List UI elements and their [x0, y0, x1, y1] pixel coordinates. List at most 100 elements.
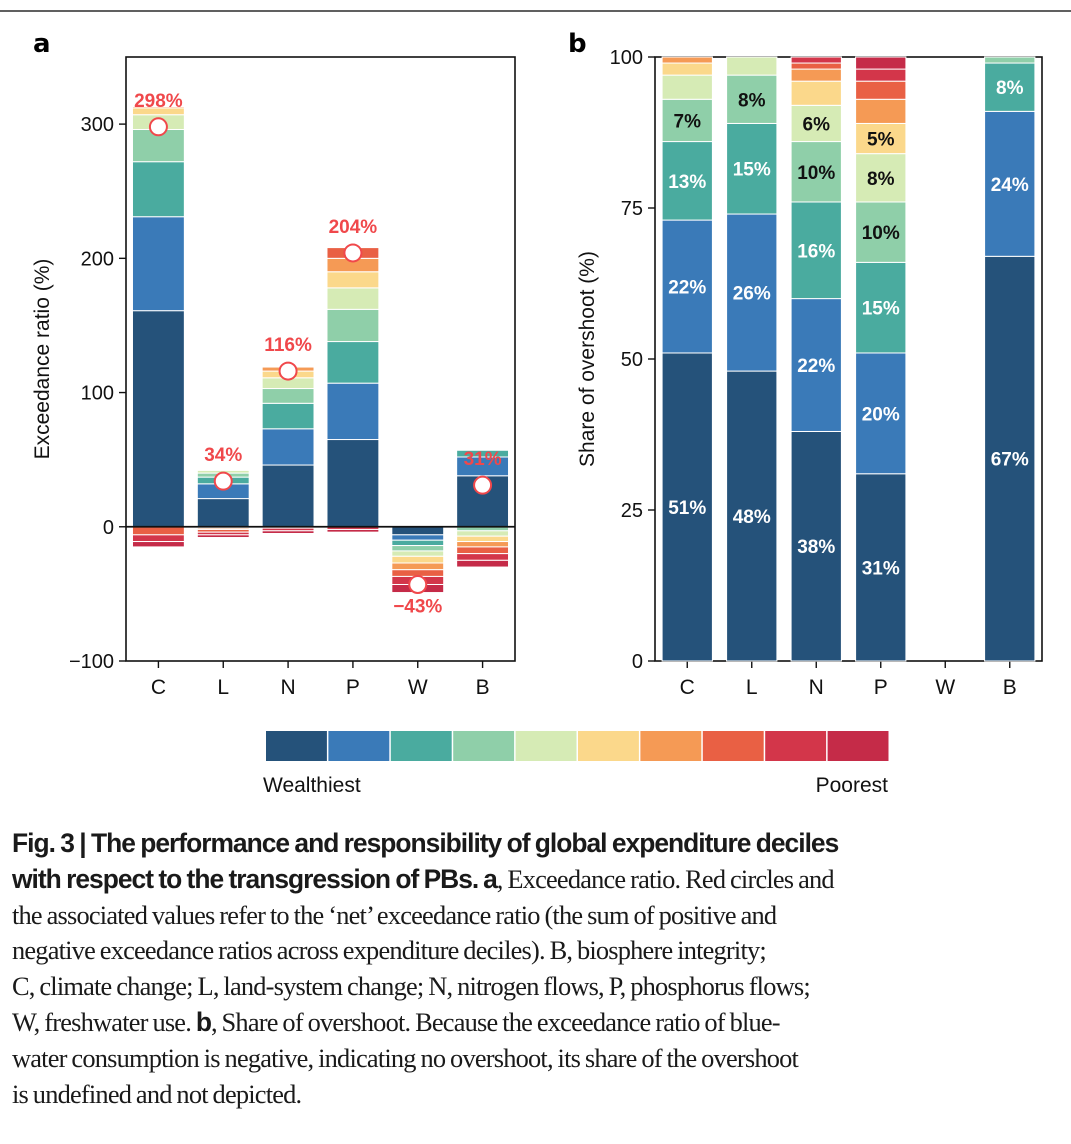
bar-segment	[661, 219, 713, 354]
bar-segment	[261, 530, 315, 534]
legend-swatch	[827, 731, 889, 761]
bar-segment	[456, 535, 510, 543]
segment-label: 31%	[862, 558, 900, 579]
x-tick-label: L	[217, 676, 229, 699]
segment-label: 15%	[862, 299, 900, 320]
bar-segment	[261, 428, 315, 466]
segment-label: 16%	[797, 241, 835, 262]
bar-segment	[790, 298, 842, 432]
legend-swatch	[702, 731, 764, 761]
segment-label: 48%	[733, 507, 771, 528]
segment-label: 10%	[862, 223, 900, 244]
bar-segment	[391, 545, 445, 552]
segment-label: 8%	[867, 169, 895, 190]
bar-segment	[131, 534, 185, 543]
panel-b: 0 25 50 75 100 C L N P W B Share of overshoot (%) b 5…	[568, 29, 1043, 699]
bar-segment	[131, 541, 185, 548]
bar-segment	[456, 541, 510, 548]
legend-swatch	[453, 731, 515, 761]
caption-panel-a-label: a	[483, 863, 498, 894]
bar-segment	[131, 216, 185, 312]
legend-swatch	[515, 731, 577, 761]
bar-segment	[391, 555, 445, 564]
bar-segment	[726, 213, 778, 372]
y-axis-title: Exceedance ratio (%)	[31, 259, 54, 460]
bar-segment	[661, 98, 713, 143]
figure: −100 0 100 200 300 C L N P W B Exceedance ratio (%)…	[0, 10, 1071, 797]
bar-segment	[726, 74, 778, 124]
bar-segment	[984, 110, 1036, 257]
panel-a: −100 0 100 200 300 C L N P W B Exceedance ratio (%)…	[31, 29, 516, 699]
y-tick-label: 300	[81, 114, 114, 136]
bar-segment	[855, 201, 907, 263]
segment-label: 38%	[797, 537, 835, 558]
net-marker	[148, 117, 168, 137]
segment-label: 22%	[668, 278, 706, 299]
x-tick-label: B	[1003, 676, 1017, 699]
net-marker	[278, 361, 298, 381]
segment-label: 22%	[797, 356, 835, 377]
x-tick-label: W	[935, 676, 955, 699]
segment-label: 51%	[668, 498, 706, 519]
net-label: −43%	[393, 596, 442, 617]
segment-label: 15%	[733, 160, 771, 181]
segment-label: 8%	[738, 90, 766, 111]
bar-segment	[661, 352, 713, 662]
bar-segment	[661, 74, 713, 100]
bar-segment	[326, 308, 380, 343]
bar-segment	[196, 498, 250, 528]
bar-segment	[726, 370, 778, 662]
segment-label: 24%	[991, 175, 1029, 196]
bar-segment	[790, 104, 842, 143]
x-tick-label: C	[151, 676, 166, 699]
y-tick-label: 200	[81, 248, 114, 270]
net-marker	[213, 471, 233, 491]
segment-label: 8%	[996, 78, 1024, 99]
bar-segment	[131, 310, 185, 528]
bar-segment	[855, 68, 907, 82]
segment-label: 67%	[991, 450, 1029, 471]
x-tick-label: N	[809, 676, 824, 699]
legend-swatch	[578, 731, 639, 761]
bar-segment	[261, 402, 315, 430]
bar-segment	[391, 534, 445, 541]
bar-segment	[790, 62, 842, 70]
figure-caption: Fig. 3 | The performance and responsibil…	[12, 828, 839, 1109]
bar-segment	[456, 553, 510, 561]
bar-segment	[790, 56, 842, 64]
x-tick-label: N	[280, 676, 295, 699]
bar-segment	[326, 528, 380, 533]
y-tick-label: 0	[103, 517, 114, 539]
bar-segment	[391, 539, 445, 547]
plot-frame	[125, 56, 516, 662]
y-tick-label: 50	[621, 349, 643, 371]
segment-label: 5%	[867, 130, 895, 151]
bar-segment	[131, 106, 185, 109]
legend-swatch	[390, 731, 452, 761]
y-tick-label: −100	[69, 651, 114, 673]
bar-segment	[456, 449, 510, 458]
net-label: 298%	[134, 91, 183, 112]
bar-segment	[391, 562, 445, 571]
plot-frame	[654, 56, 1043, 662]
y-tick-label: 100	[81, 383, 114, 405]
bar-segment	[261, 388, 315, 404]
bar-segment	[196, 534, 250, 539]
net-marker	[473, 475, 493, 495]
legend-swatch	[266, 731, 327, 761]
bar-segment	[456, 559, 510, 568]
y-tick-label: 75	[621, 198, 643, 220]
net-label: 31%	[464, 449, 502, 470]
panel-label: b	[568, 29, 587, 59]
bar-segment	[131, 161, 185, 218]
caption-title: Fig. 3 | The performance and responsibil…	[12, 828, 839, 858]
panel-label: a	[33, 29, 51, 59]
net-label: 204%	[329, 217, 378, 238]
net-marker	[343, 243, 363, 263]
segment-label: 7%	[674, 111, 702, 132]
bar-segment	[984, 56, 1036, 64]
segment-label: 20%	[862, 404, 900, 425]
bar-segment	[326, 341, 380, 384]
bar-segment	[661, 62, 713, 76]
net-marker	[408, 574, 428, 594]
